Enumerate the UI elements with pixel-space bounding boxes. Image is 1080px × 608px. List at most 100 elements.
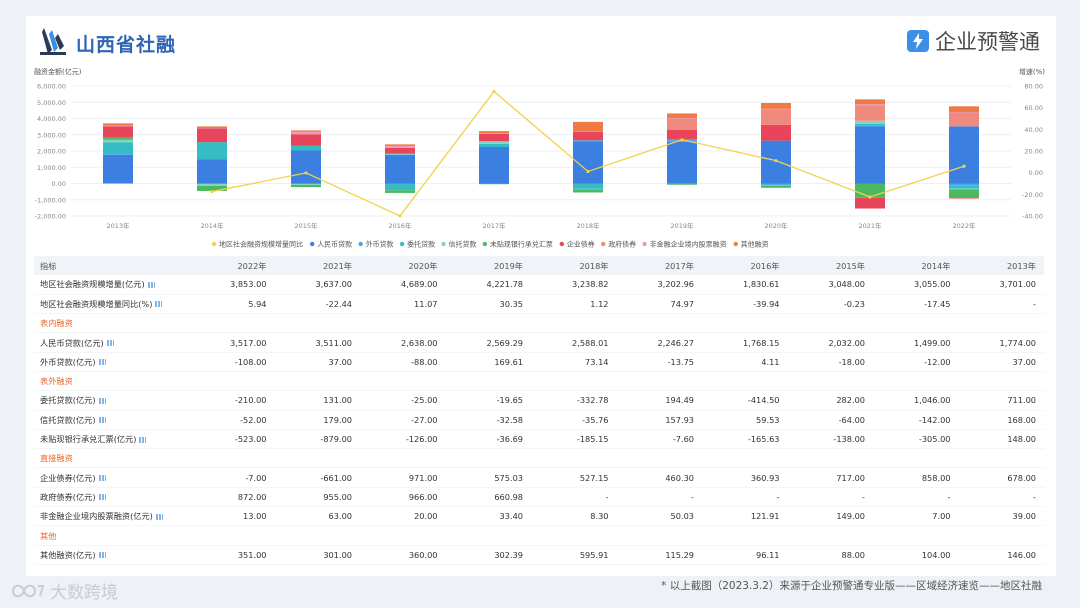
table-cell: -210.00 [189,390,275,411]
table-cell: 3,048.00 [787,275,873,295]
social-financing-chart: 融资金额(亿元) 增速(%) 6,000.00 5,000.00 4,000.00 3,0… [34,67,1045,249]
table-cell: 660.98 [445,487,531,508]
table-cell: 115.29 [616,545,702,565]
table-header-year: 2017年 [616,256,702,275]
x-tick-label: 2021年 [858,221,882,230]
row-label: 信托贷款(亿元) [34,410,189,430]
growth-point [680,138,684,142]
bar-chart-icon[interactable] [155,301,163,308]
row-label-text: 政府债券(亿元) [40,491,96,502]
table-cell: 88.00 [787,545,873,565]
y-axis-left-title: 融资金额(亿元) [34,67,82,76]
table-cell: 13.00 [189,506,275,527]
table-cell: 63.00 [274,506,360,527]
bar-chart-icon[interactable] [147,281,155,288]
row-label: 委托贷款(亿元) [34,390,189,411]
growth-point [398,214,402,218]
x-tick-label: 2016年 [388,221,412,230]
bar-segment [385,154,415,184]
table-header-year: 2018年 [531,256,617,275]
table-cell: 711.00 [958,390,1044,411]
y-tick-right: -40.00 [1022,213,1043,221]
table-cell: 4,221.78 [445,275,531,295]
bar-chart-icon[interactable] [98,552,106,559]
table-cell: -108.00 [189,352,275,372]
bar-segment [949,198,979,199]
table-cell: -32.58 [445,410,531,430]
table-cell [531,371,617,392]
table-cell: 282.00 [787,390,873,411]
table-cell [958,525,1044,546]
bar-segment [573,188,603,190]
table-cell: 30.35 [445,294,531,315]
table-cell [531,448,617,469]
watermark: 大数跨境 [10,578,118,603]
bar-segment [949,188,979,190]
page-title: 山西省社融 [76,34,177,56]
table-cell [360,371,446,392]
bar-chart-icon[interactable] [98,494,106,501]
legend-marker [310,241,315,247]
table-cell: 3,202.96 [616,275,702,295]
legend-label: 委托贷款 [407,240,435,249]
bar-chart-icon[interactable] [98,359,106,366]
bar-chart-icon[interactable] [155,513,163,520]
table-cell: 149.00 [787,506,873,527]
x-tick-label: 2018年 [576,221,600,230]
y-tick-left: -1,000.00 [35,196,66,204]
table-cell [274,313,360,334]
table-cell: - [958,294,1044,315]
table-cell: 460.30 [616,467,702,488]
table-cell: -27.00 [360,410,446,430]
legend-marker [642,241,647,247]
table-cell: 33.40 [445,506,531,527]
data-table: 指标 2022年 2021年 2020年 2019年 2018年 2017年 2016年 201… [34,256,1044,565]
x-tick-label: 2017年 [482,221,506,230]
table-cell: 858.00 [873,467,959,488]
bar-segment [479,146,509,184]
bar-segment [761,109,791,125]
bar-segment [385,183,415,191]
bar-segment [761,184,791,186]
growth-point [868,195,872,199]
x-tick-label: 2014年 [200,221,224,230]
table-cell [189,313,275,334]
table-cell [702,525,788,546]
bar-chart-icon[interactable] [139,436,147,443]
table-cell [873,448,959,469]
bar-chart-icon[interactable] [98,475,106,482]
table-cell: -13.75 [616,352,702,372]
table-cell: 2,638.00 [360,332,446,353]
table-cell: 179.00 [274,410,360,430]
bar-segment [667,141,697,184]
brand-name: 企业预警通 [935,30,1040,54]
y-tick-right: 0.00 [1029,169,1043,177]
bar-segment [103,154,133,155]
bar-chart-icon[interactable] [106,340,114,347]
legend-marker [358,241,363,247]
table-cell: -185.15 [531,429,617,450]
table-cell: -0.23 [787,294,873,315]
legend-marker [482,241,488,247]
bar-chart-icon[interactable] [98,417,106,424]
table-cell: 50.03 [616,506,702,527]
legend-label: 政府债券 [608,240,636,249]
bar-segment [573,189,603,193]
table-cell: - [616,487,702,508]
table-cell: -88.00 [360,352,446,372]
table-cell [702,313,788,334]
bar-segment [103,123,133,126]
bar-chart-icon[interactable] [98,397,106,404]
bar-segment [949,106,979,112]
table-cell: -64.00 [787,410,873,430]
table-row: 政府债券(亿元) 872.00 955.00 966.00 660.98- - - - - - [34,487,1044,508]
table-cell: - [702,487,788,508]
table-cell: 121.91 [702,506,788,527]
table-cell: 73.14 [531,352,617,372]
table-cell: -138.00 [787,429,873,450]
table-cell: 39.00 [958,506,1044,527]
legend-label: 企业债券 [567,240,595,249]
table-cell [616,371,702,392]
bar-segment [479,133,509,142]
table-cell [445,525,531,546]
